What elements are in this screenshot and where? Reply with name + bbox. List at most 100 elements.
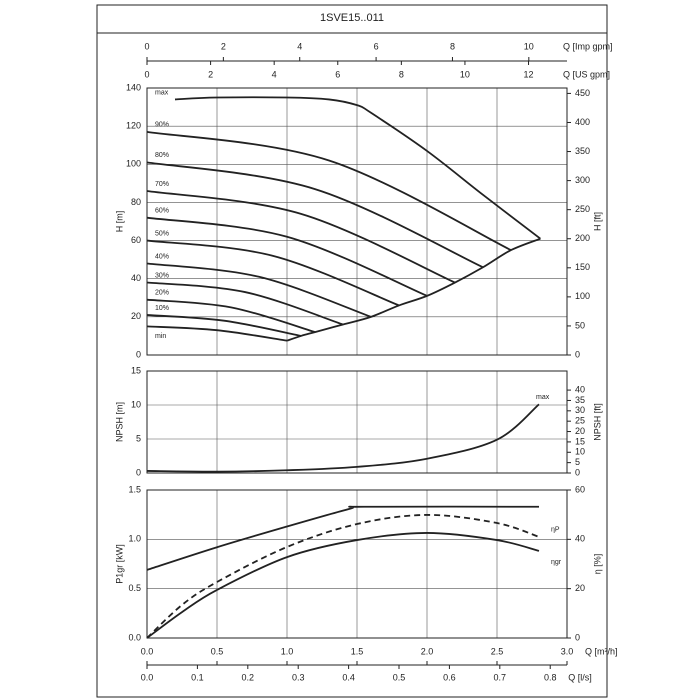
x-tick-label: 2.5 [491,646,504,656]
y2-axis-label: η [%] [592,554,602,575]
y-tick-label: 10 [131,399,141,409]
curve-label: 90% [155,122,169,129]
curve-label: 60% [155,208,169,215]
sheet-border [96,4,608,698]
y-tick-label: 0 [136,467,141,477]
plot-frame [146,489,568,639]
curve-label: max [536,394,550,401]
x-tick-label: 0.6 [443,672,456,682]
curve [146,403,540,473]
y-tick-label: 1.5 [128,484,141,494]
y2-tick-label: 60 [575,484,585,494]
x-axis-label: Q [m³/h] [585,646,618,656]
y-tick-label: 100 [126,159,141,169]
y2-tick-label: 10 [575,447,585,457]
x-tick-label: 6 [335,69,340,79]
x-axis-label: Q [US gpm] [563,69,610,79]
y-tick-label: 140 [126,82,141,92]
y-tick-label: 0.0 [128,632,141,642]
x-tick-label: 0.8 [544,672,557,682]
x-tick-label: 0.0 [141,646,154,656]
x-tick-label: 0.5 [393,672,406,682]
y-tick-label: 60 [131,235,141,245]
x-tick-label: 2.0 [421,646,434,656]
x-tick-label: 4 [272,69,277,79]
title: 1SVE15..011 [320,12,384,24]
y2-tick-label: 40 [575,384,585,394]
y2-tick-label: 35 [575,395,585,405]
y-tick-label: 5 [136,433,141,443]
y-tick-label: 0.5 [128,583,141,593]
y2-tick-label: 30 [575,405,585,415]
x-tick-label: 12 [524,69,534,79]
curve [146,262,372,318]
y2-tick-label: 25 [575,416,585,426]
y2-tick-label: 50 [575,320,585,330]
x-tick-label: 0.2 [242,672,255,682]
x-tick-label: 8 [450,41,455,51]
x-tick-label: 0 [144,41,149,51]
y2-tick-label: 150 [575,262,590,272]
curve [146,216,428,297]
x-tick-label: 4 [297,41,302,51]
y2-axis-label: NPSH [ft] [592,403,602,441]
curve-label: 20% [155,290,169,297]
x-axis-label: Q [l/s] [568,672,592,682]
y-tick-label: 1.0 [128,534,141,544]
y2-tick-label: 15 [575,436,585,446]
y2-tick-label: 200 [575,233,590,243]
curve [146,239,400,307]
y2-tick-label: 450 [575,88,590,98]
x-tick-label: 8 [399,69,404,79]
curve [146,505,540,571]
x-tick-label: 2 [221,41,226,51]
y-tick-label: 120 [126,121,141,131]
y-axis-label: H [m] [114,211,124,233]
x-tick-label: 6 [374,41,379,51]
curve [146,281,344,326]
y2-tick-label: 5 [575,457,580,467]
y2-tick-label: 0 [575,349,580,359]
curve [146,130,512,251]
y-tick-label: 15 [131,365,141,375]
x-tick-label: 0 [144,69,149,79]
curve [286,237,541,342]
y-tick-label: 20 [131,311,141,321]
y2-tick-label: 0 [575,467,580,477]
curve-label: 70% [155,181,169,188]
curve [146,325,288,342]
plot-frame [146,370,568,474]
y2-tick-label: 250 [575,204,590,214]
x-tick-label: 0.1 [191,672,204,682]
y2-tick-label: 400 [575,117,590,127]
curve [174,96,541,240]
plot-frame [146,87,568,356]
x-tick-label: 0.7 [494,672,507,682]
y2-tick-label: 300 [575,175,590,185]
y2-axis-label: H [ft] [592,212,602,231]
curve-label: 50% [155,230,169,237]
curve [146,532,540,639]
x-tick-label: 1.0 [281,646,294,656]
curve [146,190,456,284]
x-tick-label: 0.4 [342,672,355,682]
curve-label: ηP [551,527,560,534]
y2-tick-label: 0 [575,632,580,642]
x-axis-label: Q [Imp gpm] [563,41,613,51]
y-axis-label: P1gr [kW] [114,544,124,584]
curve-label: 10% [155,305,169,312]
y-axis-label: NPSH [m] [114,402,124,442]
x-tick-label: 10 [524,41,534,51]
y-tick-label: 80 [131,197,141,207]
curve-label: max [155,89,169,96]
y2-tick-label: 20 [575,426,585,436]
curve-label: ηgr [551,559,562,566]
x-tick-label: 3.0 [561,646,574,656]
x-tick-label: 10 [460,69,470,79]
curve-label: 80% [155,152,169,159]
curve-label: min [155,333,166,340]
y2-tick-label: 20 [575,583,585,593]
curve [146,298,316,333]
y2-tick-label: 350 [575,146,590,156]
